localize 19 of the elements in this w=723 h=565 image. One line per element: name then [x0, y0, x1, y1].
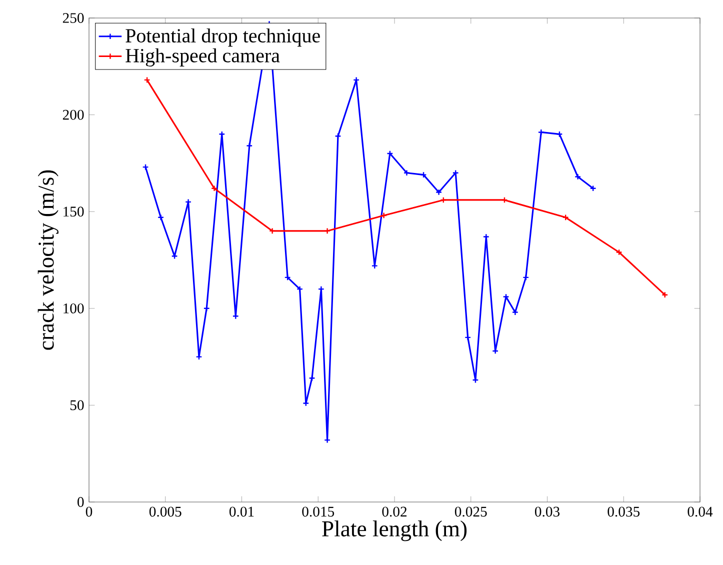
y-tick-label: 250 [62, 13, 84, 23]
x-tick-label: 0.01 [229, 506, 254, 517]
y-axis-title: crack velocity (m/s) [38, 170, 58, 350]
x-axis-title: Plate length (m) [322, 520, 467, 542]
x-tick-label: 0 [86, 506, 92, 517]
x-tick-label: 0.015 [302, 506, 334, 517]
y-tick-label: 100 [64, 303, 84, 314]
legend-label: High-speed camera [126, 48, 280, 66]
y-tick-label: 0 [78, 497, 84, 507]
x-tick-label: 0.03 [534, 506, 560, 517]
x-tick-label: 0.025 [454, 506, 487, 517]
legend-label: Potential drop technique [126, 28, 320, 47]
y-tick-label: 50 [70, 400, 84, 410]
x-tick-label: 0.035 [608, 506, 640, 517]
y-tick-label: 150 [64, 206, 84, 217]
x-tick-label: 0.02 [382, 506, 407, 517]
y-tick-label: 200 [62, 110, 84, 120]
x-tick-label: 0.04 [688, 506, 713, 517]
x-tick-label: 0.005 [149, 506, 182, 517]
